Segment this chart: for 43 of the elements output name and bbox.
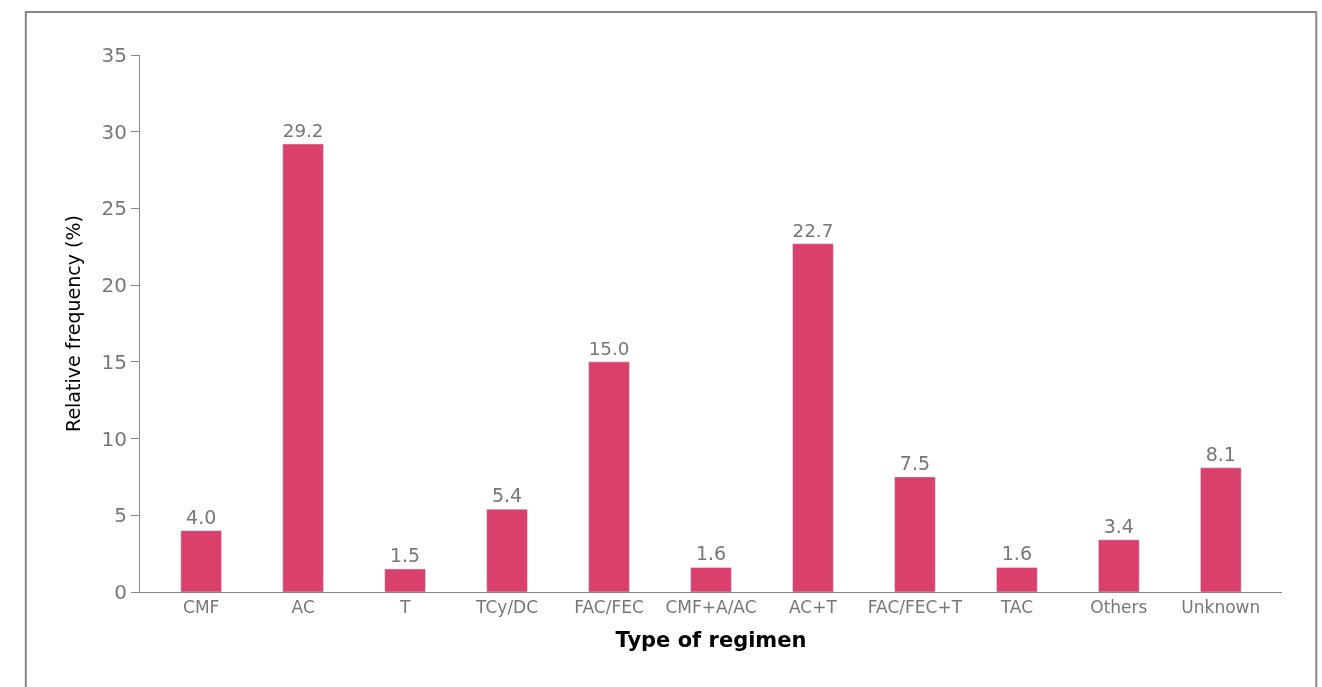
y-tick-label: 10	[101, 426, 127, 451]
data-label: 3.4	[1103, 514, 1134, 537]
bar	[1200, 467, 1242, 592]
x-tick-label: CMF	[183, 597, 220, 618]
x-tick-label: Others	[1090, 597, 1148, 618]
bar	[690, 567, 732, 592]
x-axis-title: Type of regimen	[615, 627, 807, 652]
data-label: 1.6	[1001, 542, 1032, 565]
y-tick-label: 35	[101, 43, 127, 67]
x-tick-label: T	[398, 597, 411, 618]
data-label: 8.1	[1205, 442, 1236, 465]
bar	[1098, 539, 1140, 592]
x-tick-label: CMF+A/AC	[665, 597, 757, 618]
x-tick-label: AC	[291, 597, 315, 618]
y-tick-label: 30	[101, 119, 127, 144]
data-label: 1.5	[390, 543, 421, 566]
data-label: 22.7	[792, 219, 834, 241]
bar	[282, 143, 324, 592]
x-tick-label: FAC/FEC	[574, 597, 644, 618]
x-tick-label: Unknown	[1181, 597, 1261, 618]
y-tick-label: 20	[101, 273, 127, 298]
data-label: 29.2	[282, 120, 324, 142]
bar	[792, 243, 834, 592]
x-tick-label: TCy/DC	[475, 597, 539, 618]
bar	[486, 508, 528, 592]
data-label: 4.0	[186, 505, 217, 528]
x-tick-label: FAC/FEC+T	[867, 597, 963, 618]
y-tick-label: 0	[114, 580, 127, 604]
y-tick-label: 25	[101, 196, 127, 221]
bar	[894, 476, 936, 592]
y-tick-label: 15	[101, 349, 127, 374]
data-label: 1.6	[695, 542, 727, 565]
bar	[996, 567, 1038, 592]
y-axis-title: Relative frequency (%)	[62, 215, 85, 432]
data-label: 5.4	[491, 484, 523, 507]
x-tick-label: TAC	[999, 597, 1034, 618]
bar	[180, 530, 222, 592]
data-label: 15.0	[588, 338, 630, 359]
bar	[588, 361, 630, 592]
x-tick-label: AC+T	[789, 597, 838, 618]
y-tick-label: 5	[114, 503, 127, 528]
data-label: 7.5	[899, 451, 931, 474]
bar	[384, 568, 426, 592]
